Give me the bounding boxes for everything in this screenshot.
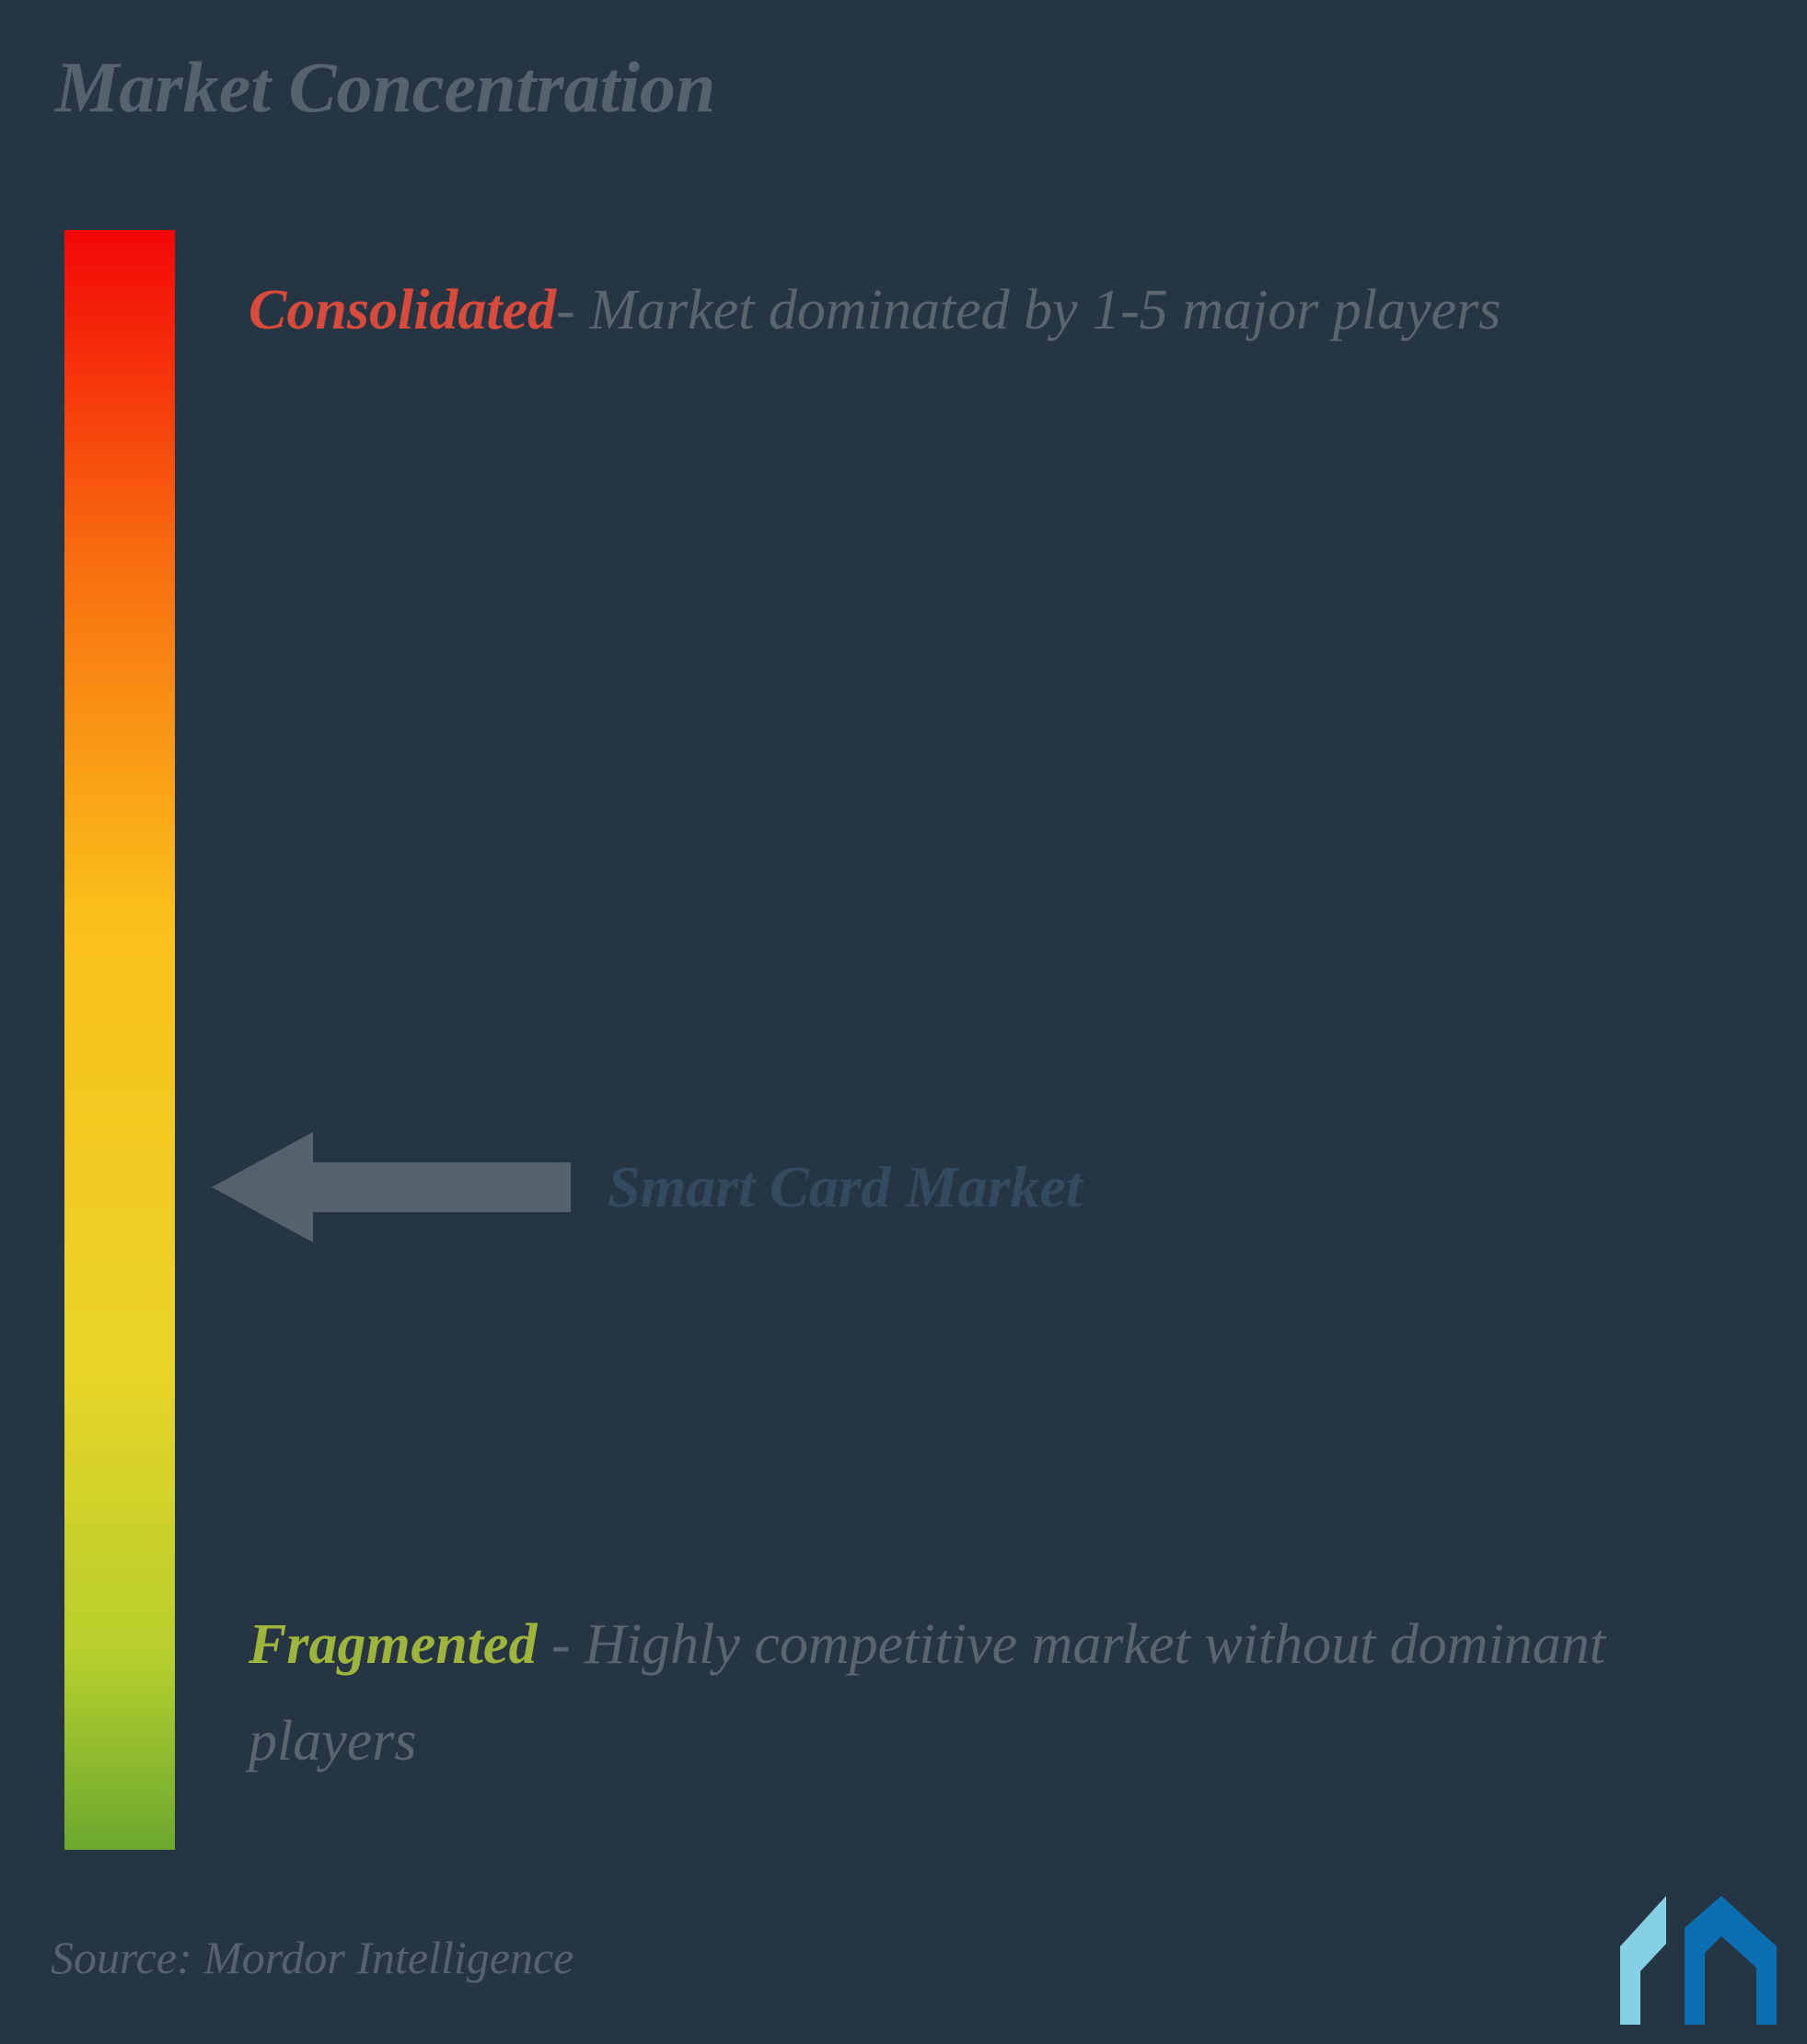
fragmented-label: Fragmented - Highly competitive market w… <box>249 1597 1721 1791</box>
arrow-left-icon <box>212 1132 571 1242</box>
market-marker-label: Smart Card Market <box>608 1153 1083 1221</box>
consolidated-keyword: Consolidated <box>249 279 556 341</box>
mordor-logo-icon <box>1620 1896 1777 2025</box>
consolidated-desc: - Market dominated by 1-5 major players <box>556 279 1500 341</box>
concentration-gradient-bar <box>64 230 175 1850</box>
market-marker: Smart Card Market <box>212 1132 1083 1242</box>
fragmented-keyword: Fragmented <box>249 1613 537 1676</box>
page-title: Market Concentration <box>55 46 715 129</box>
source-attribution: Source: Mordor Intelligence <box>51 1931 573 1984</box>
consolidated-label: Consolidated- Market dominated by 1-5 ma… <box>249 262 1721 359</box>
